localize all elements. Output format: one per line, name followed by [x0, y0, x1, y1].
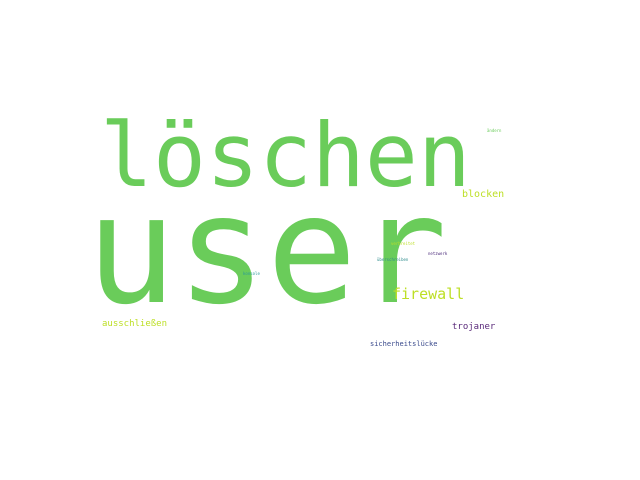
word-netzwerk: netzwerk	[428, 251, 448, 256]
word-ausschliessen: ausschließen	[102, 319, 168, 329]
word-user: user	[86, 164, 448, 338]
word-ueberschreiben: überschreiben	[377, 257, 409, 262]
word-aendern: ändern	[487, 128, 502, 133]
word-konsole: konsole	[243, 271, 260, 276]
word-verbreitet: verbreitet	[391, 241, 416, 246]
word-trojaner: trojaner	[452, 322, 496, 332]
word-sicherheitsluecke: sicherheitslücke	[370, 340, 438, 348]
word-firewall: firewall	[392, 285, 465, 303]
word-loeschen: löschen	[100, 104, 471, 207]
word-blocken: blocken	[462, 189, 505, 200]
